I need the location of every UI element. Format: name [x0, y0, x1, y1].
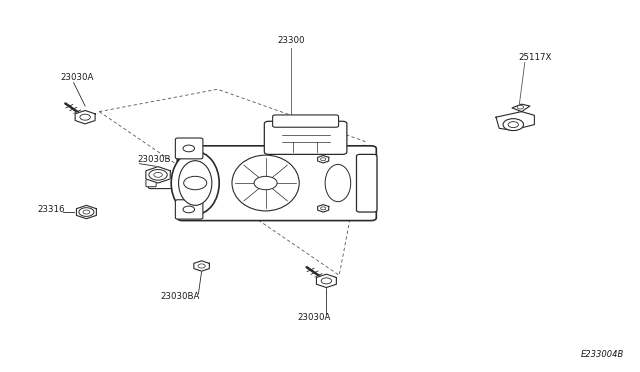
Ellipse shape	[232, 155, 300, 211]
Text: 23030A: 23030A	[297, 313, 330, 322]
Circle shape	[80, 114, 90, 120]
FancyBboxPatch shape	[175, 138, 203, 159]
Polygon shape	[317, 155, 329, 163]
Ellipse shape	[179, 161, 212, 205]
FancyBboxPatch shape	[146, 179, 156, 187]
Circle shape	[321, 158, 326, 161]
Text: 23030A: 23030A	[61, 73, 94, 82]
Text: 23030BA: 23030BA	[160, 292, 200, 301]
Polygon shape	[75, 110, 95, 124]
Polygon shape	[76, 205, 97, 219]
Text: 25117X: 25117X	[518, 52, 552, 61]
Polygon shape	[194, 261, 209, 271]
Text: E233004B: E233004B	[580, 350, 624, 359]
FancyBboxPatch shape	[175, 200, 203, 219]
Ellipse shape	[325, 164, 351, 202]
Polygon shape	[316, 274, 337, 288]
FancyBboxPatch shape	[264, 121, 347, 154]
FancyBboxPatch shape	[148, 177, 196, 189]
Text: 23030B: 23030B	[138, 155, 171, 164]
Text: 23316: 23316	[37, 205, 65, 214]
Circle shape	[83, 210, 90, 214]
Ellipse shape	[172, 151, 219, 215]
Circle shape	[154, 172, 163, 177]
Polygon shape	[146, 167, 170, 183]
Polygon shape	[496, 112, 534, 130]
Text: 23300: 23300	[278, 36, 305, 45]
Circle shape	[321, 278, 332, 284]
Circle shape	[508, 122, 518, 128]
Polygon shape	[512, 104, 530, 112]
Circle shape	[254, 176, 277, 190]
FancyBboxPatch shape	[356, 154, 377, 212]
FancyBboxPatch shape	[273, 115, 339, 127]
Circle shape	[321, 207, 326, 210]
Circle shape	[149, 170, 167, 180]
FancyBboxPatch shape	[177, 146, 376, 221]
Polygon shape	[317, 205, 329, 212]
Circle shape	[183, 145, 195, 152]
Circle shape	[198, 264, 205, 268]
Circle shape	[503, 119, 524, 131]
Circle shape	[517, 105, 524, 109]
Circle shape	[79, 208, 94, 217]
Circle shape	[184, 176, 207, 190]
Circle shape	[183, 206, 195, 213]
